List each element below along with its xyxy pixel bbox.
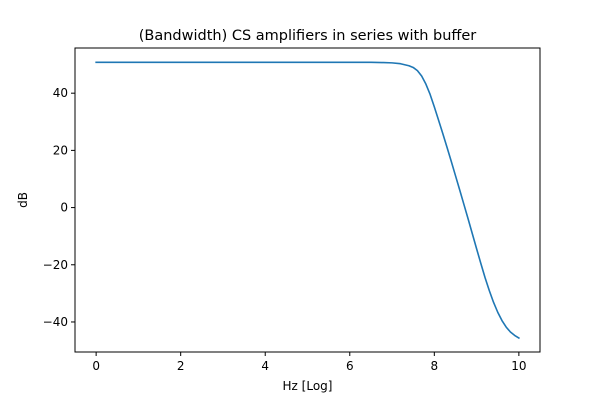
x-tick-label: 2	[177, 359, 185, 373]
x-tick-label: 6	[346, 359, 354, 373]
y-tick-label: 0	[60, 201, 68, 215]
x-tick-label: 10	[511, 359, 526, 373]
series-line-0	[95, 61, 520, 340]
y-tick-label: −20	[43, 258, 68, 272]
y-axis-label: dB	[16, 192, 30, 208]
y-tick-label: 20	[53, 143, 68, 157]
plot-area: 0 2 4 6 8 10 −40 −20 0 20 40	[43, 47, 541, 373]
chart-title: (Bandwidth) CS amplifiers in series with…	[139, 28, 477, 44]
y-tick-label: 40	[53, 86, 68, 100]
x-tick-label: 8	[430, 359, 438, 373]
plot-frame	[74, 47, 541, 353]
x-tick-label: 0	[92, 359, 100, 373]
x-tick-label: 4	[261, 359, 269, 373]
y-tick-label: −40	[43, 315, 68, 329]
x-axis-label: Hz [Log]	[283, 379, 333, 393]
